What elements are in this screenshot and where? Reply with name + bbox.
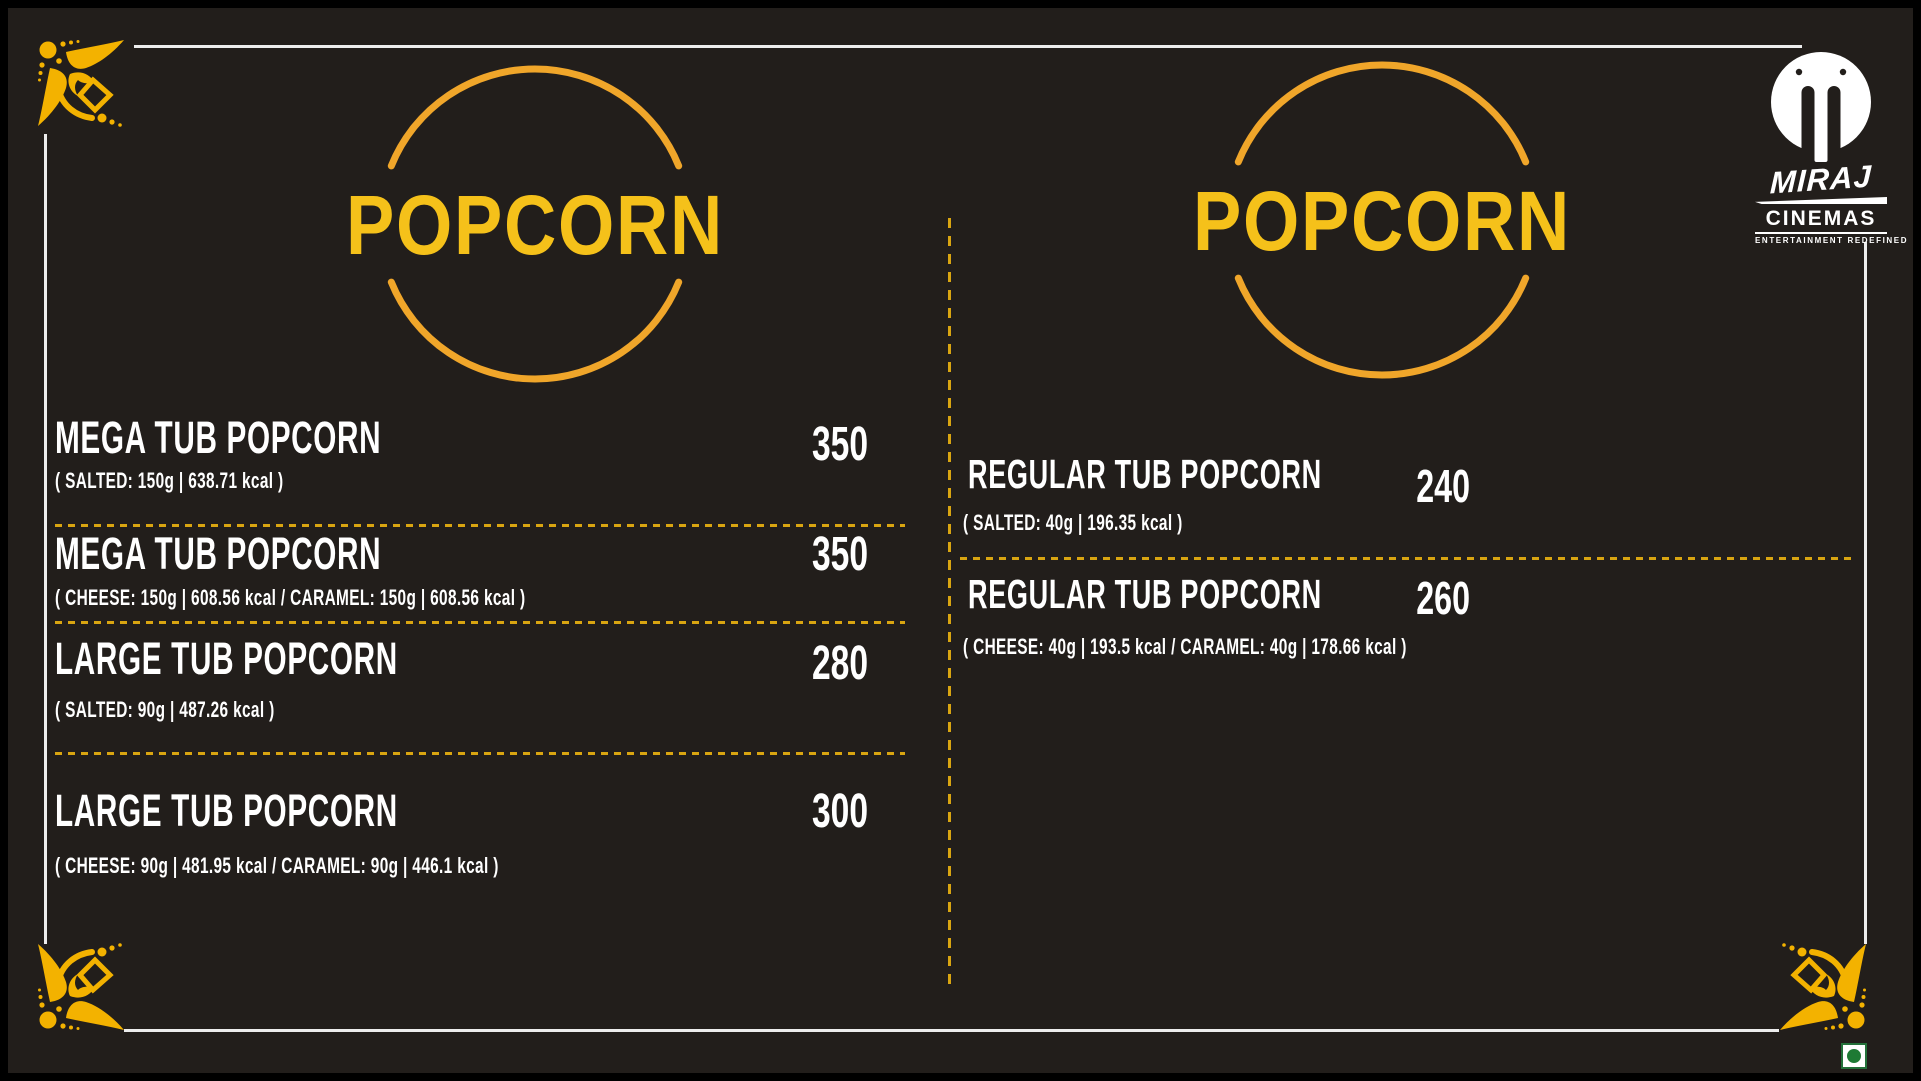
circle-arc-top-icon <box>1234 61 1530 166</box>
item-name: REGULAR TUB POPCORN <box>968 571 1322 617</box>
logo-reel-icon <box>1771 52 1871 162</box>
item-details: ( SALTED: 90g | 487.26 kcal ) <box>55 697 275 722</box>
popcorn-header-left: POPCORN <box>346 65 724 383</box>
corner-ornament-icon <box>1780 943 1866 1030</box>
dashed-divider <box>55 752 905 755</box>
frame-line-left <box>44 134 47 944</box>
logo-brand-type: CINEMAS <box>1765 207 1877 230</box>
logo-brand-name: MIRAJ <box>1769 158 1873 201</box>
veg-dot-icon <box>1847 1049 1861 1063</box>
item-details: ( CHEESE: 40g | 193.5 kcal / CARAMEL: 40… <box>963 634 1407 659</box>
frame-line-top <box>134 45 1802 48</box>
item-price: 350 <box>812 528 869 581</box>
item-price: 350 <box>812 418 869 471</box>
dashed-divider <box>55 524 905 527</box>
item-price: 300 <box>812 785 869 838</box>
frame-line-right <box>1864 242 1867 944</box>
frame-line-bottom <box>124 1029 1779 1032</box>
item-name: REGULAR TUB POPCORN <box>968 451 1322 497</box>
dashed-divider <box>55 621 905 624</box>
item-details: ( CHEESE: 150g | 608.56 kcal / CARAMEL: … <box>55 585 526 610</box>
section-title: POPCORN <box>1193 174 1571 268</box>
corner-ornament-icon <box>38 40 124 127</box>
circle-arc-bottom-icon <box>387 278 683 383</box>
item-name: LARGE TUB POPCORN <box>55 633 398 684</box>
miraj-logo: MIRAJ CINEMAS ENTERTAINMENT REDEFINED <box>1755 50 1907 245</box>
item-price: 240 <box>1416 460 1470 512</box>
popcorn-header-right: POPCORN <box>1193 61 1571 379</box>
logo-tagline: ENTERTAINMENT REDEFINED <box>1755 232 1907 245</box>
dashed-divider <box>960 557 1855 560</box>
item-details: ( SALTED: 40g | 196.35 kcal ) <box>963 510 1183 535</box>
item-name: MEGA TUB POPCORN <box>55 528 382 579</box>
logo-underline-swoosh-icon <box>1755 197 1887 204</box>
item-name: MEGA TUB POPCORN <box>55 412 382 463</box>
board-background <box>8 8 1913 1073</box>
section-title: POPCORN <box>346 178 724 272</box>
circle-arc-top-icon <box>387 65 683 170</box>
item-name: LARGE TUB POPCORN <box>55 785 398 836</box>
circle-arc-bottom-icon <box>1234 274 1530 379</box>
item-details: ( SALTED: 150g | 638.71 kcal ) <box>55 468 284 493</box>
corner-ornament-icon <box>38 943 124 1030</box>
item-price: 260 <box>1416 572 1470 624</box>
column-divider <box>948 218 951 988</box>
item-details: ( CHEESE: 90g | 481.95 kcal / CARAMEL: 9… <box>55 853 499 878</box>
item-price: 280 <box>812 637 869 690</box>
veg-mark-icon <box>1841 1043 1867 1069</box>
